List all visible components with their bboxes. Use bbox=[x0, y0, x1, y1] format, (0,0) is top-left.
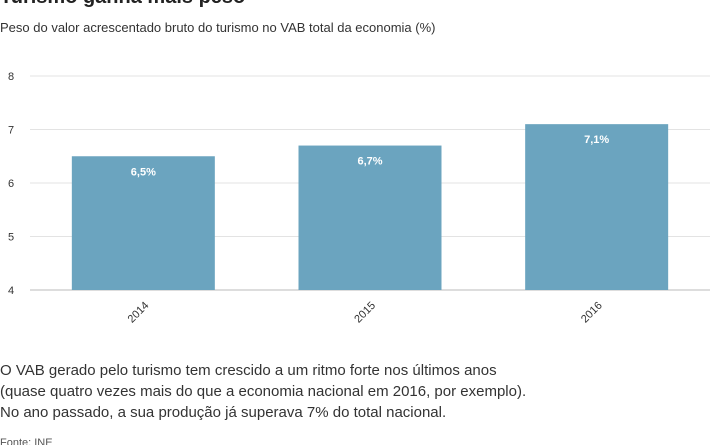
bar-2015 bbox=[298, 145, 442, 290]
y-axis-ticks: 4 5 6 7 8 bbox=[8, 71, 14, 297]
y-tick-label: 5 bbox=[8, 232, 14, 244]
x-tick-label: 2014 bbox=[126, 300, 152, 326]
description-line-3: No ano passado, a sua produção já supera… bbox=[0, 404, 447, 421]
bar-2016 bbox=[525, 124, 669, 291]
y-tick-label: 6 bbox=[8, 178, 14, 190]
y-tick-label: 8 bbox=[8, 71, 14, 83]
bar-2014 bbox=[71, 156, 215, 290]
x-tick-label: 2016 bbox=[579, 300, 605, 326]
description-text: O VAB gerado pelo turismo tem crescido a… bbox=[0, 360, 700, 423]
y-tick-label: 7 bbox=[8, 125, 14, 137]
y-tick-label: 4 bbox=[8, 285, 14, 297]
bar-chart: 4 5 6 7 8 6,5% 6,7% 7,1% 2014 2015 2016 bbox=[8, 71, 710, 326]
x-tick-label: 2015 bbox=[352, 300, 378, 326]
bar-data-label: 7,1% bbox=[584, 134, 609, 146]
source-note: Fonte: INE bbox=[0, 437, 53, 445]
description-line-2: (quase quatro vezes mais do que a econom… bbox=[0, 383, 527, 400]
bars: 6,5% 6,7% 7,1% bbox=[71, 124, 669, 291]
chart-title: Turismo ganha mais peso bbox=[0, 0, 245, 9]
chart-subtitle: Peso do valor acrescentado bruto do turi… bbox=[0, 20, 436, 35]
description-line-1: O VAB gerado pelo turismo tem crescido a… bbox=[0, 362, 497, 379]
bar-data-label: 6,5% bbox=[131, 166, 156, 178]
x-axis-ticks: 2014 2015 2016 bbox=[126, 300, 605, 326]
bar-data-label: 6,7% bbox=[357, 156, 382, 168]
